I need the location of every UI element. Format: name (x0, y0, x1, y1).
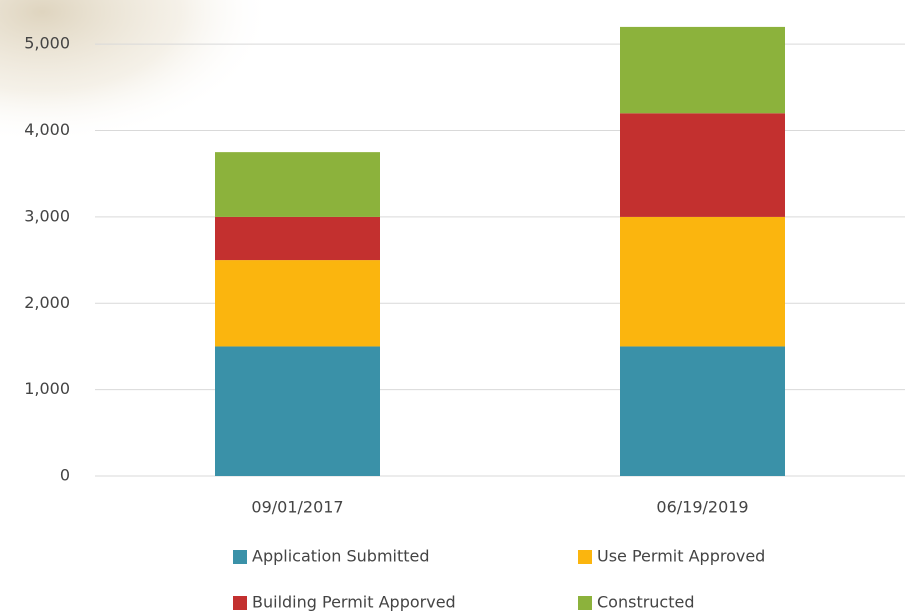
bar-segment (215, 346, 380, 476)
y-tick-label: 0 (60, 466, 70, 485)
legend-label: Building Permit Apporved (252, 593, 456, 612)
legend-swatch (233, 596, 247, 610)
legend-label: Application Submitted (252, 547, 430, 566)
y-tick-label: 1,000 (24, 379, 70, 398)
legend-label: Constructed (597, 593, 695, 612)
bar-segment (620, 217, 785, 347)
legend-swatch (578, 596, 592, 610)
legend-swatch (578, 550, 592, 564)
y-tick-label: 3,000 (24, 206, 70, 225)
bar-segment (215, 217, 380, 260)
bar-segment (620, 113, 785, 217)
legend-label: Use Permit Approved (597, 547, 765, 566)
y-tick-label: 2,000 (24, 293, 70, 312)
x-tick-label: 09/01/2017 (251, 498, 343, 517)
y-tick-label: 5,000 (24, 34, 70, 53)
bar-segment (620, 27, 785, 113)
x-tick-label: 06/19/2019 (656, 498, 748, 517)
bar-segment (215, 152, 380, 217)
bar-segment (215, 260, 380, 346)
chart: 0 1,000 2,000 3,000 4,000 5,000 09/01/2017 06/1… (0, 0, 909, 613)
legend-swatch (233, 550, 247, 564)
bar-segment (620, 346, 785, 476)
y-tick-label: 4,000 (24, 120, 70, 139)
